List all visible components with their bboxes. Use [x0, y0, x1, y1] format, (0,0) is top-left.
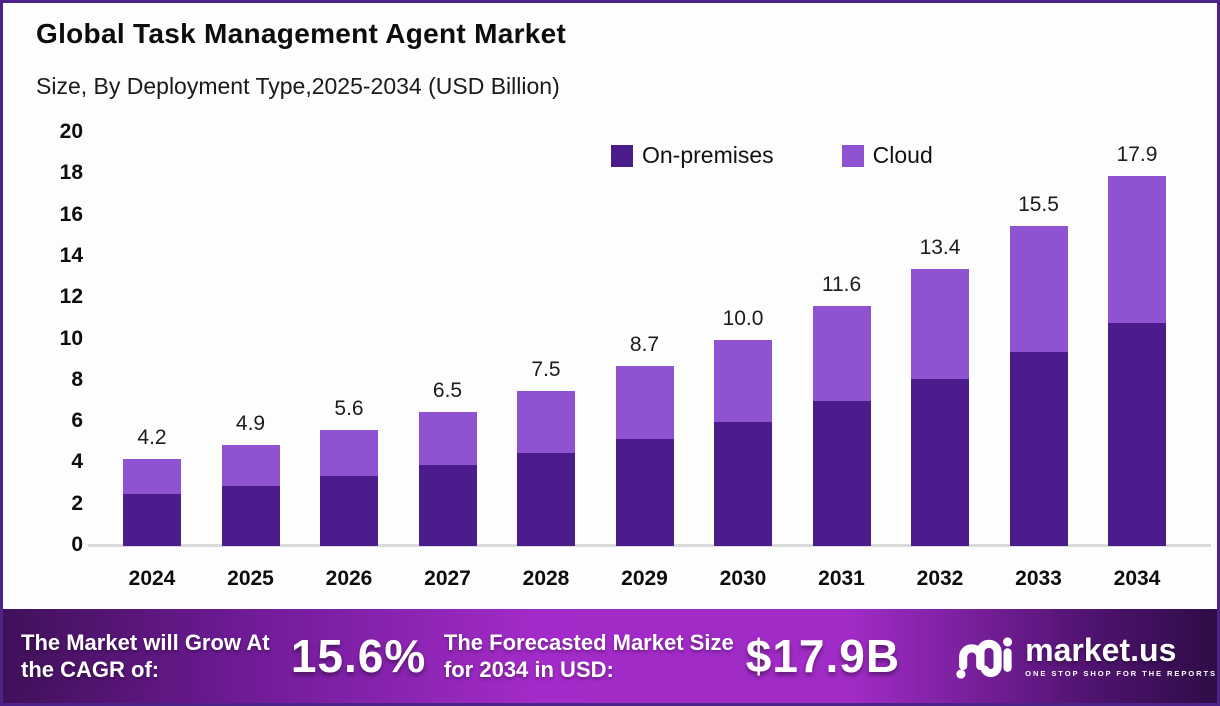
bar-segment-cloud-2031 [812, 306, 871, 402]
y-axis-tick-label: 6 [71, 409, 83, 433]
bar-segment-cloud-2030 [714, 339, 772, 423]
logo-tagline: ONE STOP SHOP FOR THE REPORTS [1025, 669, 1217, 679]
y-axis-tick-label: 0 [71, 533, 83, 556]
bar-segment-on-premises-2034 [1108, 322, 1166, 546]
forecast-label: The Forecasted Market Size for 2034 in U… [443, 629, 734, 683]
bar-total-label-2027: 6.5 [432, 378, 463, 402]
bar-total-label-2032: 13.4 [919, 236, 961, 260]
bar-segment-cloud-2028 [517, 391, 575, 454]
bar-segment-on-premises-2028 [517, 453, 575, 546]
bar-total-label-2031: 11.6 [821, 273, 862, 297]
logo-name: market.us [1025, 632, 1177, 669]
bar-segment-on-premises-2033 [1009, 351, 1068, 546]
bar-total-label-2029: 8.7 [629, 333, 660, 357]
bar-segment-cloud-2032 [911, 269, 969, 379]
y-axis-tick-label: 2 [71, 491, 83, 515]
x-axis-tick-label-2030: 2030 [719, 567, 767, 590]
legend-label-cloud: Cloud [872, 142, 933, 168]
market-us-logo-icon [956, 637, 1013, 679]
bar-segment-cloud-2029 [615, 366, 674, 439]
y-axis-tick-label: 12 [59, 285, 83, 309]
legend-item-cloud: Cloud [841, 142, 933, 169]
on-premises-swatch-icon [611, 144, 633, 167]
bar-segment-cloud-2027 [418, 411, 477, 466]
y-axis-tick-label: 20 [59, 120, 83, 143]
bar-segment-on-premises-2024 [123, 494, 181, 546]
bar-segment-on-premises-2027 [418, 465, 477, 546]
page-title: Global Task Management Agent Market [36, 18, 567, 49]
cagr-value: 15.6% [290, 630, 427, 682]
y-axis-tick-label: 18 [59, 161, 83, 185]
legend-label-on-premises: On-premises [642, 142, 774, 168]
bar-total-label-2033: 15.5 [1018, 192, 1059, 216]
bar-segment-on-premises-2025 [221, 486, 280, 546]
x-axis-tick-label-2028: 2028 [522, 567, 570, 590]
bar-segment-on-premises-2032 [911, 378, 969, 546]
bar-segment-cloud-2025 [221, 444, 280, 487]
y-axis-tick-label: 16 [59, 202, 83, 226]
bar-total-label-2024: 4.2 [137, 426, 167, 450]
bar-segment-on-premises-2026 [320, 475, 378, 546]
page-subtitle: Size, By Deployment Type,2025-2034 (USD … [36, 73, 560, 99]
x-axis-tick-label-2033: 2033 [1015, 567, 1062, 590]
bar-segment-cloud-2034 [1108, 176, 1166, 323]
x-axis-tick-label-2034: 2034 [1113, 567, 1161, 590]
cagr-label: The Market will Grow At the CAGR of: [21, 629, 270, 683]
bar-total-label-2028: 7.5 [531, 358, 561, 382]
bar-segment-cloud-2026 [320, 430, 378, 476]
cloud-swatch-icon [841, 144, 864, 167]
x-axis-tick-label-2026: 2026 [325, 567, 373, 590]
bar-segment-cloud-2024 [123, 459, 181, 495]
x-axis-tick-label-2024: 2024 [128, 567, 176, 590]
bar-total-label-2026: 5.6 [334, 397, 364, 421]
x-axis-tick-label-2027: 2027 [424, 567, 471, 590]
x-axis-tick-label-2025: 2025 [227, 567, 274, 590]
bar-total-label-2030: 10.0 [722, 306, 764, 330]
legend: On-premises Cloud [611, 142, 933, 169]
footer-banner: The Market will Grow At the CAGR of: 15.… [3, 609, 1217, 703]
y-axis-tick-label: 10 [59, 326, 83, 350]
bar-segment-on-premises-2030 [714, 422, 772, 546]
x-axis-tick-label-2031: 2031 [818, 567, 865, 590]
bar-chart-plot-area: 0 2 4 6 8 10 12 14 16 18 20 4.2 2024 4.9 2025 5.6 2026 6.… [3, 3, 1220, 615]
y-axis-tick-label: 4 [71, 450, 83, 474]
y-axis-tick-label: 14 [59, 243, 83, 267]
bar-segment-cloud-2033 [1009, 225, 1068, 352]
bar-total-label-2025: 4.9 [235, 411, 266, 435]
x-axis-tick-label-2032: 2032 [916, 567, 964, 590]
legend-item-on-premises: On-premises [611, 142, 774, 169]
x-axis-tick-label-2029: 2029 [621, 567, 668, 590]
bar-segment-on-premises-2031 [812, 401, 871, 546]
market-us-logo: market.us ONE STOP SHOP FOR THE REPORTS [955, 630, 1217, 682]
y-axis-tick-label: 8 [71, 367, 83, 391]
bar-segment-on-premises-2029 [615, 438, 674, 546]
forecast-value: $17.9B [745, 630, 901, 682]
bar-total-label-2034: 17.9 [1116, 143, 1158, 167]
